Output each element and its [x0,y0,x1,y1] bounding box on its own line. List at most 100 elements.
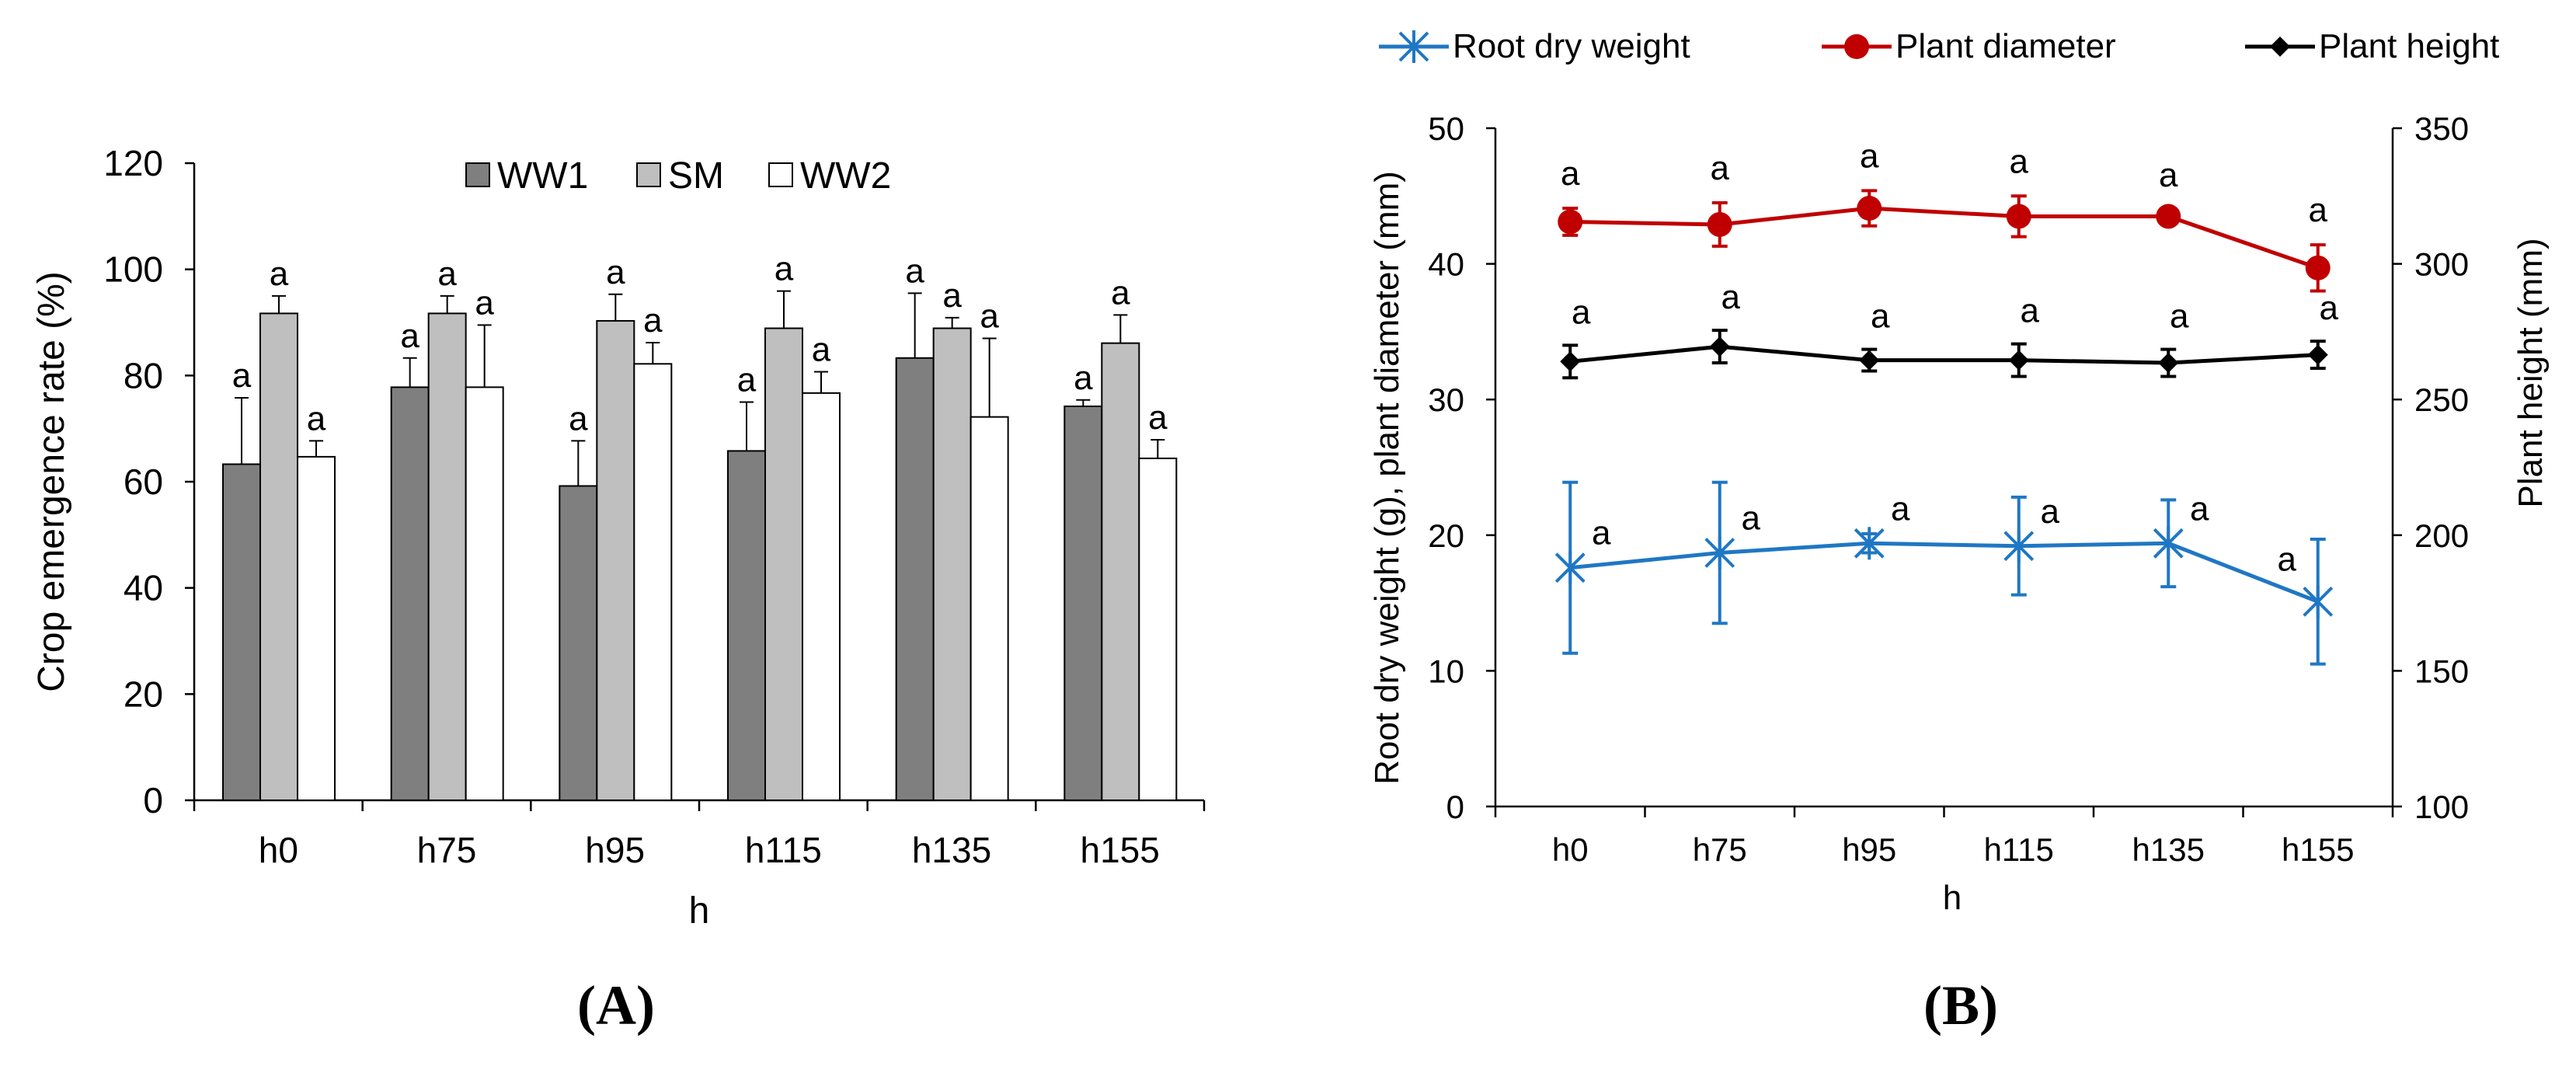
legend-swatch-ww2 [768,162,793,187]
panel-a-label: (A) [577,974,655,1036]
panel-a-bar-ww2 [633,363,673,801]
point-root-dry-weight [2153,527,2184,560]
panel-b-left-tick-label: 0 [1446,789,1464,825]
legend-swatch-ww1 [465,162,490,187]
point-plant-diameter [1857,196,1882,221]
panel-a-category-label: h0 [259,830,298,870]
panel-b-letter-root: a [2041,493,2060,531]
panel-b-letter-height: a [1572,293,1591,331]
panel-b-left-tick-label: 40 [1428,246,1464,283]
panel-a-significance-letter: a [643,301,663,340]
panel-a-ytick-label: 120 [103,143,163,183]
panel-a-bar-ww2 [297,455,336,802]
panel-b-letter-diameter: a [2309,191,2328,229]
panel-b-category-label: h0 [1552,831,1589,868]
panel-a-significance-letter: a [942,277,962,315]
point-plant-height [1560,351,1581,372]
panel-b-right-tick-label: 300 [2414,246,2469,283]
point-plant-height [2008,350,2029,371]
panel-b-letter-height: a [1721,278,1741,316]
panel-b-legend: Root dry weight Plant diameter Plant heigh… [1379,27,2499,65]
panel-b-category-label: h115 [1984,831,2054,868]
panel-a-ytick-label: 80 [124,355,163,395]
panel-b-letter-root: a [1891,489,1910,528]
panel-b-left-tick-label: 30 [1428,381,1464,418]
panel-b-letter-root: a [1592,514,1611,552]
panel-a-bar-ww2 [465,386,504,802]
panel-b-right-tick-label: 350 [2414,110,2469,147]
panel-a-bar-ww1 [390,386,430,802]
legend-label-plant-diameter: Plant diameter [1895,27,2116,65]
panel-a-significance-letter: a [905,252,924,290]
line-plant-height [1570,344,2318,365]
panel-a-ytick-label: 0 [143,780,163,820]
panel-a-significance-letter: a [606,253,625,291]
legend-marker-plant-height [2270,37,2290,57]
point-root-dry-weight [1554,551,1586,584]
panel-b-left-tick-label: 20 [1428,517,1464,554]
panel-b-line-chart: Root dry weight (g), plant diameter (mm)… [1368,27,2550,917]
panel-a-significance-letter: a [775,250,794,288]
point-root-dry-weight [1854,527,1885,560]
panel-a-xlabel: h [689,890,710,932]
panel-a-bar-sm [764,327,803,801]
panel-a-significance-letter: a [980,298,999,336]
panel-a-significance-letter: a [1111,273,1130,312]
panel-a-significance-letter: a [475,284,494,322]
panel-b-right-tick-label: 200 [2414,517,2469,554]
panel-a-significance-letter: a [569,399,588,437]
panel-a-bar-ww2 [1138,457,1178,802]
panel-a-bar-sm [1101,342,1140,801]
panel-b-letter-diameter: a [1561,155,1580,193]
line-root-dry-weight [1570,541,2319,604]
panel-b-letter-height: a [2320,289,2339,327]
panel-b-ylabel-right: Plant height (mm) [2512,238,2550,507]
panel-a-ylabel: Crop emergence rate (%) [31,271,72,692]
panel-b-ylabel-left: Root dry weight (g), plant diameter (mm) [1368,171,1406,785]
panel-b-category-label: h135 [2132,831,2205,868]
point-plant-diameter [2156,204,2181,229]
point-plant-diameter [2006,204,2031,229]
panel-a-bar-ww2 [969,416,1009,802]
panel-b-label: (B) [1923,974,1998,1036]
panel-a-significance-letter: a [737,361,757,399]
panel-a-bar-sm [259,312,298,801]
panel-b-right-tick-label: 100 [2414,789,2469,825]
panel-b-letter-root: a [2278,540,2297,578]
panel-a-ytick-label: 60 [124,462,163,502]
panel-a-category-label: h135 [912,830,991,870]
point-plant-height [1859,350,1880,371]
panel-a-bar-ww1 [222,463,261,801]
panel-a-significance-letter: a [232,357,252,395]
panel-a-significance-letter: a [812,331,831,369]
legend-marker-root-dry-weight [1398,30,1429,63]
point-plant-height [2158,353,2179,374]
panel-b-right-tick-label: 250 [2414,381,2469,418]
panel-b-letter-diameter: a [1860,137,1879,175]
panel-a-bar-sm [427,312,467,801]
legend-label-plant-height: Plant height [2319,27,2499,65]
panel-a-bar-chart: Crop emergence rate (%) h WW1 SM WW2 0 20 40… [31,143,1206,932]
panel-a-category-label: h75 [417,830,477,870]
panel-a-category-label: h115 [745,830,822,870]
panel-a-bar-sm [932,327,972,801]
panel-a-ytick-label: 100 [103,249,163,290]
panel-a-ytick-label: 20 [124,674,163,714]
panel-b-left-tick-label: 50 [1428,110,1464,147]
panel-a-significance-letter: a [1074,359,1093,397]
point-plant-diameter [2305,255,2331,280]
legend-label-root-dry-weight: Root dry weight [1453,27,1690,65]
panel-b-category-label: h155 [2282,831,2354,868]
panel-b-letter-root: a [2190,489,2209,528]
panel-a-bar-sm [596,319,635,801]
legend-label-sm: SM [668,155,724,197]
panel-b-category-label: h95 [1842,831,1896,868]
panel-b-category-label: h75 [1693,831,1747,868]
panel-a-significance-letter: a [1148,399,1168,437]
line-plant-diameter [1570,206,2319,270]
panel-a-significance-letter: a [400,317,419,355]
panel-a-bar-ww1 [559,485,598,801]
panel-b-right-tick-label: 150 [2414,653,2469,689]
panel-a-bar-ww2 [802,392,841,801]
